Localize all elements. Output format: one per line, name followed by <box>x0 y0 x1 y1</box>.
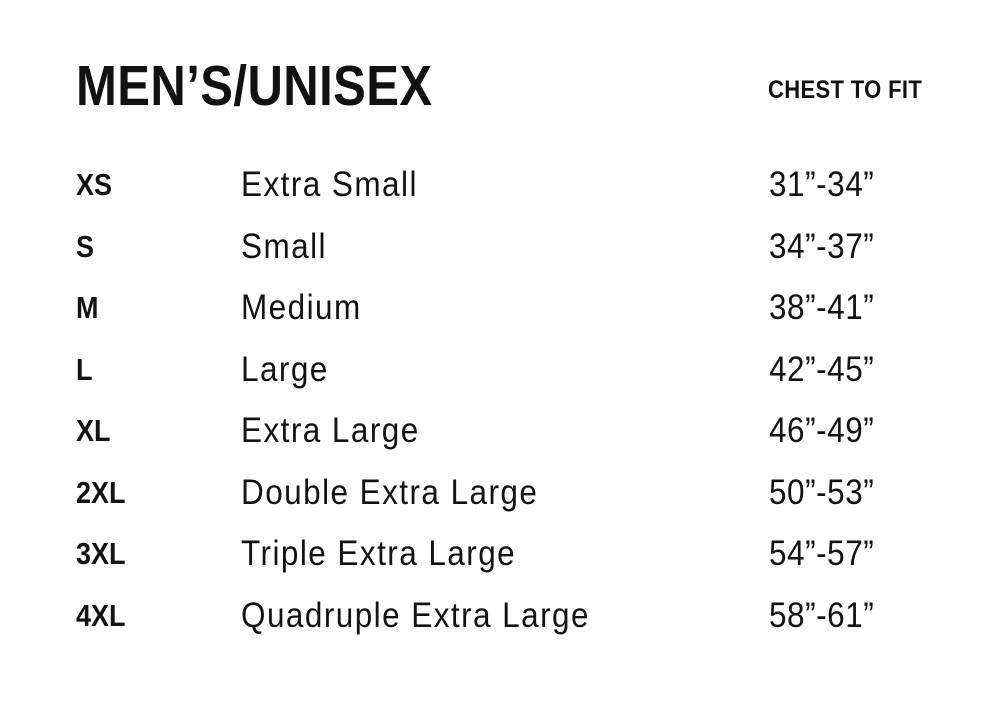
table-row: 4XL Quadruple Extra Large 58”-61” <box>0 595 1000 661</box>
chest-measurement: 31”-34” <box>769 165 875 204</box>
chest-measurement: 50”-53” <box>769 472 875 512</box>
size-code: M <box>76 290 99 325</box>
table-row: 3XL Triple Extra Large 54”-57” <box>0 534 1000 599</box>
size-description: Extra Large <box>241 411 420 450</box>
size-description: Large <box>241 349 329 389</box>
table-row: 2XL Double Extra Large 50”-53” <box>0 472 1000 538</box>
table-row: L Large 42”-45” <box>0 349 1000 415</box>
size-code: L <box>76 351 93 387</box>
chest-measurement: 54”-57” <box>769 534 875 573</box>
size-description: Quadruple Extra Large <box>241 595 590 635</box>
size-description: Small <box>241 226 327 266</box>
size-code: S <box>76 228 94 264</box>
size-code: XL <box>76 413 111 448</box>
chest-measurement: 42”-45” <box>769 349 875 389</box>
chest-measurement: 58”-61” <box>769 595 875 635</box>
size-description: Extra Small <box>241 165 418 204</box>
table-row: S Small 34”-37” <box>0 226 1000 292</box>
size-code: XS <box>76 167 112 202</box>
chest-measurement: 46”-49” <box>769 411 875 450</box>
size-table: XS Extra Small 31”-34” S Small 34”-37” M… <box>0 165 1000 661</box>
size-code: 2XL <box>76 474 126 510</box>
page-title: MEN’S/UNISEX <box>76 54 433 118</box>
table-row: M Medium 38”-41” <box>0 288 1000 353</box>
size-description: Medium <box>241 288 362 327</box>
table-row: XL Extra Large 46”-49” <box>0 411 1000 476</box>
column-header-chest-to-fit: CHEST TO FIT <box>768 76 923 104</box>
chest-measurement: 38”-41” <box>769 288 875 327</box>
chest-measurement: 34”-37” <box>769 226 875 266</box>
size-description: Double Extra Large <box>241 472 539 512</box>
chart-header: MEN’S/UNISEX CHEST TO FIT <box>0 0 1000 140</box>
size-description: Triple Extra Large <box>241 534 517 573</box>
size-code: 3XL <box>76 536 126 571</box>
size-code: 4XL <box>76 597 126 633</box>
table-row: XS Extra Small 31”-34” <box>0 165 1000 230</box>
